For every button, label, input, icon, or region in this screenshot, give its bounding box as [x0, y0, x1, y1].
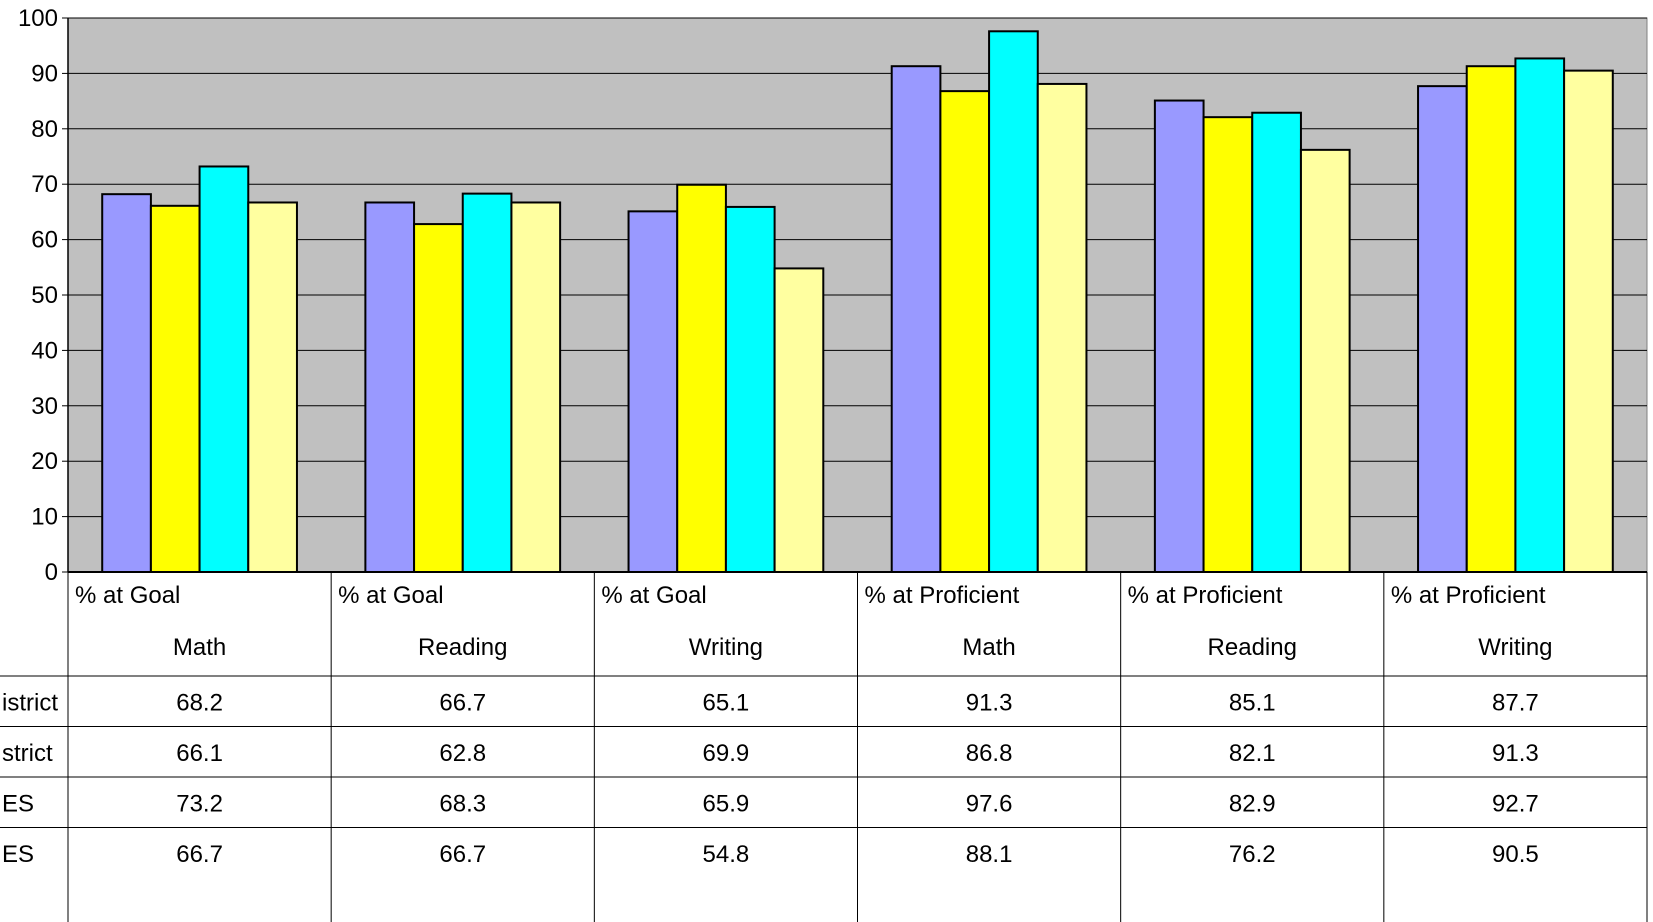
bar-es-2 — [724, 205, 776, 573]
table-value: 54.8 — [703, 841, 750, 868]
table-value: 91.3 — [966, 689, 1013, 716]
table-header-line2: Math — [962, 634, 1015, 661]
table-value: 66.7 — [439, 841, 486, 868]
table-value: 97.6 — [966, 790, 1013, 817]
y-tick-label: 80 — [31, 116, 58, 143]
bar-strict-0 — [149, 204, 201, 573]
table-series-name: ES — [2, 841, 34, 868]
bar-es-3 — [1036, 82, 1088, 574]
bar-istrict-5 — [1417, 85, 1468, 573]
y-tick-label: 20 — [31, 448, 58, 475]
y-tick-label: 10 — [31, 504, 58, 531]
table-header-line1: % at Proficient — [1391, 582, 1546, 609]
bar-es-2 — [773, 267, 825, 573]
table-value: 73.2 — [176, 790, 223, 817]
bar-strict-3 — [939, 90, 991, 574]
table-value: 68.2 — [176, 689, 223, 716]
table-value: 66.7 — [176, 841, 223, 868]
table-header-line2: Reading — [418, 634, 507, 661]
table-value: 65.1 — [703, 689, 750, 716]
table-header-line2: Math — [173, 634, 226, 661]
bar-istrict-2 — [627, 210, 679, 573]
y-tick-label: 30 — [31, 393, 58, 420]
bar-es-5 — [1563, 69, 1614, 573]
table-value: 82.9 — [1229, 790, 1276, 817]
table-value: 62.8 — [439, 740, 486, 767]
bar-istrict-1 — [364, 201, 416, 573]
y-tick-label: 40 — [31, 337, 58, 364]
table-header-line1: % at Goal — [338, 582, 443, 609]
bar-es-5 — [1514, 57, 1566, 573]
table-value: 66.1 — [176, 740, 223, 767]
bar-istrict-3 — [890, 65, 942, 573]
bar-strict-4 — [1202, 116, 1254, 574]
bar-istrict-4 — [1153, 99, 1205, 574]
bar-strict-1 — [413, 223, 464, 573]
table-value: 82.1 — [1229, 740, 1276, 767]
table-header-line2: Reading — [1208, 634, 1297, 661]
bar-es-4 — [1251, 111, 1302, 573]
y-tick-label: 50 — [31, 282, 58, 309]
table-value: 76.2 — [1229, 841, 1276, 868]
table-value: 88.1 — [966, 841, 1013, 868]
bar-es-4 — [1299, 148, 1351, 574]
table-value: 68.3 — [439, 790, 486, 817]
table-header-line1: % at Proficient — [865, 582, 1020, 609]
bar-strict-2 — [676, 183, 727, 573]
table-value: 92.7 — [1492, 790, 1539, 817]
table-series-name: strict — [2, 740, 53, 767]
y-tick-label: 70 — [31, 171, 58, 198]
table-value: 86.8 — [966, 740, 1013, 767]
y-tick-label: 0 — [45, 559, 58, 586]
bar-es-0 — [198, 165, 250, 574]
table-value: 90.5 — [1492, 841, 1539, 868]
y-tick-label: 60 — [31, 227, 58, 254]
y-tick-label: 100 — [18, 5, 58, 32]
bar-es-0 — [247, 201, 298, 573]
table-value: 69.9 — [703, 740, 750, 767]
table-series-name: istrict — [2, 689, 58, 716]
bar-strict-5 — [1465, 65, 1517, 573]
table-header-line2: Writing — [689, 634, 763, 661]
table-value: 66.7 — [439, 689, 486, 716]
table-value: 85.1 — [1229, 689, 1276, 716]
table-header-line2: Writing — [1478, 634, 1552, 661]
table-value: 91.3 — [1492, 740, 1539, 767]
table-header-line1: % at Proficient — [1128, 582, 1283, 609]
bar-es-1 — [461, 192, 513, 573]
table-header-line1: % at Goal — [601, 582, 706, 609]
table-series-name: ES — [2, 790, 34, 817]
bar-es-1 — [510, 201, 562, 573]
table-header-line1: % at Goal — [75, 582, 180, 609]
table-value: 65.9 — [703, 790, 750, 817]
y-tick-label: 90 — [31, 60, 58, 87]
bar-es-3 — [988, 30, 1039, 573]
table-value: 87.7 — [1492, 689, 1539, 716]
bar-istrict-0 — [101, 193, 152, 573]
